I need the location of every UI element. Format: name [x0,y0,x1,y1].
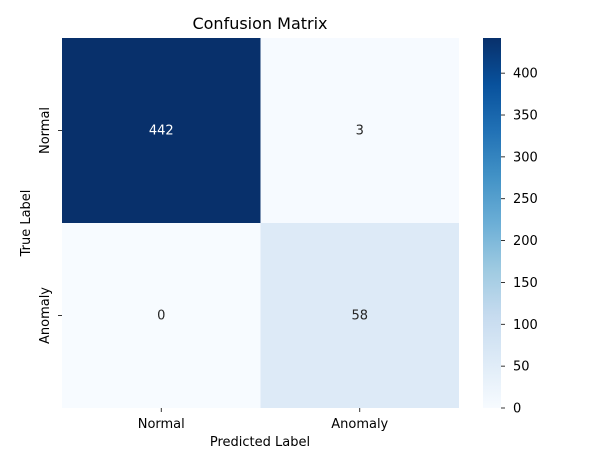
x-tick-label: Normal [138,417,185,432]
heatmap-cells: 442 3 0 58 [62,38,459,408]
colorbar-tick-label: 0 [513,402,521,417]
cell-value-label: 442 [149,124,174,139]
x-tick-label: Anomaly [331,417,388,432]
y-axis-ticks: Normal Anomaly [38,107,62,344]
cell-value-label: 58 [351,309,368,324]
y-axis-label: True Label [19,190,34,258]
heatmap-cell [62,223,261,408]
colorbar-ticks: 0 50 100 150 200 250 300 350 400 [501,67,538,417]
colorbar-tick-label: 400 [513,67,538,82]
heatmap-cell [62,38,261,223]
cell-value-label: 3 [356,124,364,139]
colorbar [483,38,501,408]
heatmap-cell [260,223,459,408]
colorbar-tick-label: 350 [513,109,538,124]
x-axis-ticks: Normal Anomaly [138,408,389,432]
y-tick-label: Anomaly [38,287,53,344]
x-axis-label: Predicted Label [210,435,310,450]
colorbar-tick-label: 100 [513,318,538,333]
colorbar-tick-label: 250 [513,192,538,207]
y-tick-label: Normal [38,107,53,154]
colorbar-tick-label: 150 [513,276,538,291]
colorbar-tick-label: 300 [513,150,538,165]
colorbar-tick-label: 200 [513,234,538,249]
heatmap-cell [260,38,459,223]
cell-value-label: 0 [157,309,165,324]
chart-title: Confusion Matrix [192,14,327,33]
colorbar-tick-label: 50 [513,360,530,375]
